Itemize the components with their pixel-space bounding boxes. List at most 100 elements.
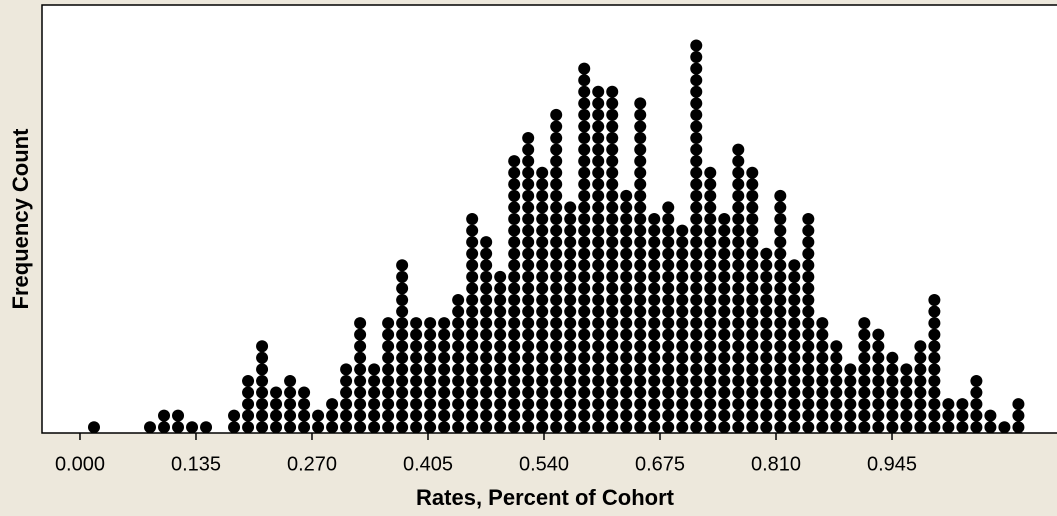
dot	[690, 236, 703, 249]
dot	[452, 409, 465, 422]
dot	[690, 132, 703, 145]
dot	[606, 236, 619, 249]
dot	[690, 317, 703, 330]
dot	[606, 351, 619, 364]
dot	[536, 282, 549, 295]
dot	[592, 178, 605, 191]
dot	[466, 213, 479, 225]
dot	[550, 108, 563, 121]
dot	[788, 398, 801, 411]
dot	[732, 247, 745, 260]
dot	[802, 282, 815, 295]
dot	[858, 386, 871, 399]
dot	[914, 386, 927, 399]
dot	[718, 293, 731, 306]
dot	[690, 224, 703, 237]
dot	[802, 328, 815, 341]
dot	[382, 374, 395, 387]
dot	[718, 409, 731, 422]
dot	[914, 340, 927, 353]
dot	[676, 328, 689, 341]
dot	[340, 363, 353, 376]
dot	[774, 305, 787, 318]
dot	[858, 340, 871, 353]
dot	[732, 155, 745, 168]
dot	[704, 166, 717, 179]
dot	[956, 398, 969, 411]
dot	[592, 155, 605, 168]
dot	[144, 421, 157, 434]
dot	[592, 189, 605, 202]
dot	[942, 421, 955, 434]
dot	[718, 305, 731, 318]
dot	[564, 363, 577, 376]
dot	[578, 74, 591, 87]
dot	[662, 340, 675, 353]
dot	[480, 328, 493, 341]
dot	[774, 201, 787, 214]
dot	[466, 293, 479, 306]
dot	[592, 236, 605, 249]
dot	[676, 224, 689, 237]
dot	[480, 305, 493, 318]
dot	[522, 351, 535, 364]
dot	[676, 259, 689, 272]
dot	[578, 363, 591, 376]
dot	[676, 374, 689, 387]
dot	[690, 51, 703, 64]
dot	[564, 259, 577, 272]
x-tick-label: 0.810	[751, 453, 801, 475]
dot	[536, 409, 549, 422]
dot	[550, 351, 563, 364]
dot	[620, 421, 633, 434]
dot	[718, 224, 731, 237]
dot	[690, 120, 703, 133]
dot	[620, 363, 633, 376]
dot	[592, 132, 605, 145]
dot	[788, 293, 801, 306]
dot	[564, 282, 577, 295]
dot	[690, 270, 703, 283]
dot	[382, 409, 395, 422]
dot	[424, 398, 437, 411]
dot	[606, 293, 619, 306]
dot	[592, 166, 605, 179]
dot	[508, 155, 521, 168]
dot	[508, 189, 521, 202]
dot	[816, 398, 829, 411]
dot	[774, 409, 787, 422]
dot	[326, 421, 339, 434]
dot	[662, 386, 675, 399]
dot	[438, 328, 451, 341]
dot	[522, 132, 535, 145]
dot	[522, 178, 535, 191]
dot	[900, 398, 913, 411]
dot	[844, 374, 857, 387]
dot	[690, 189, 703, 202]
dot	[494, 421, 507, 434]
dot	[732, 282, 745, 295]
dot	[858, 363, 871, 376]
dot	[620, 305, 633, 318]
dot	[508, 398, 521, 411]
dot	[774, 259, 787, 272]
y-axis-title: Frequency Count	[8, 128, 33, 310]
dot	[802, 259, 815, 272]
dot	[298, 386, 311, 399]
dot	[662, 328, 675, 341]
dot	[494, 328, 507, 341]
dot	[816, 328, 829, 341]
dot	[816, 351, 829, 364]
dot	[914, 421, 927, 434]
dot	[746, 247, 759, 260]
dot	[158, 421, 171, 434]
dot	[438, 409, 451, 422]
dot	[760, 293, 773, 306]
dot	[368, 398, 381, 411]
dot	[886, 398, 899, 411]
dot	[87, 421, 100, 434]
dot	[578, 247, 591, 260]
dot	[536, 340, 549, 353]
dot	[760, 421, 773, 434]
dot	[606, 201, 619, 214]
